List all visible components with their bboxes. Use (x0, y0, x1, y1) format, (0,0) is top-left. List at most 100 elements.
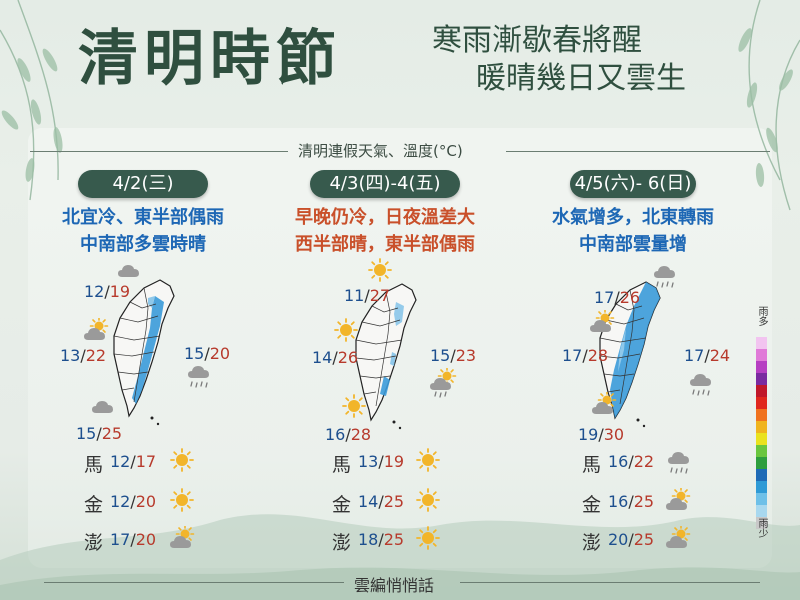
temp-min: 15 (430, 346, 451, 365)
temp-max: 26 (619, 288, 641, 307)
section-rule-right (506, 151, 770, 152)
rain-icon (666, 448, 692, 480)
city-temp-central: 13/22 (60, 346, 106, 365)
partly-cloudy-icon (666, 486, 694, 516)
summary-line2: 中南部雲量增 (579, 234, 687, 255)
island-temp: 16/25 (608, 492, 654, 511)
legend-color-band (756, 385, 767, 397)
temp-separator: / (104, 282, 110, 301)
city-temp-east: 15/20 (184, 344, 230, 363)
summary-line1: 水氣增多，北東轉雨 (552, 207, 714, 228)
island-name: 金 (582, 494, 602, 516)
taiwan-map-2 (350, 282, 420, 436)
temp-separator: / (614, 288, 620, 307)
temp-min: 19 (578, 425, 599, 444)
rain-icon (186, 362, 212, 394)
temp-min: 16 (608, 452, 629, 471)
island-temp: 12/20 (110, 492, 156, 511)
temp-separator: / (332, 348, 338, 367)
temp-min: 17 (110, 530, 131, 549)
partly-cloudy-icon (590, 308, 618, 338)
temp-separator: / (130, 492, 136, 511)
date-pill-1: 4/2(三) (78, 170, 208, 198)
page-subtitle: 寒雨漸歇春將醒 暖晴幾日又雲生 (432, 22, 686, 98)
island-name: 金 (332, 494, 352, 516)
temp-max: 30 (603, 425, 625, 444)
temp-separator: / (80, 346, 86, 365)
temp-separator: / (450, 346, 456, 365)
city-temp-north: 17/26 (594, 288, 640, 307)
temp-max: 20 (135, 492, 157, 511)
temp-separator: / (704, 346, 710, 365)
summary-line2: 中南部多雲時晴 (80, 234, 206, 255)
island-temp: 16/22 (608, 452, 654, 471)
temp-min: 16 (325, 425, 346, 444)
temp-max: 27 (369, 286, 391, 305)
cloudy-icon (90, 398, 116, 420)
sunny-icon (170, 488, 194, 516)
forecast-summary-1: 北宜冷、東半部偶雨 中南部多雲時晴 (33, 204, 253, 258)
temp-min: 12 (110, 452, 131, 471)
city-temp-north: 11/27 (344, 286, 390, 305)
island-temp: 13/19 (358, 452, 404, 471)
city-temp-east: 15/23 (430, 346, 476, 365)
subtitle-line1: 寒雨漸歇春將醒 (432, 23, 642, 58)
temp-max: 25 (383, 492, 405, 511)
footer-rule-left (44, 582, 344, 583)
legend-color-band (756, 445, 767, 457)
date-pill-3: 4/5(六)- 6(日) (570, 170, 696, 198)
temp-min: 16 (608, 492, 629, 511)
partly-cloudy-icon (666, 524, 694, 554)
temp-max: 22 (633, 452, 655, 471)
forecast-summary-3: 水氣增多，北東轉雨 中南部雲量增 (523, 204, 743, 258)
footer-text: 雲編悄悄話 (354, 576, 435, 595)
temp-separator: / (378, 492, 384, 511)
island-temp: 20/25 (608, 530, 654, 549)
temp-separator: / (364, 286, 370, 305)
sunny-icon (368, 258, 392, 286)
city-temp-south: 16/28 (325, 425, 371, 444)
temp-max: 23 (455, 346, 477, 365)
temp-max: 28 (587, 346, 609, 365)
island-name: 馬 (582, 454, 602, 476)
temp-separator: / (96, 424, 102, 443)
temp-separator: / (628, 530, 634, 549)
temp-max: 22 (85, 346, 107, 365)
partly-cloudy-icon (592, 390, 620, 420)
section-title: 清明連假天氣、溫度(°C) (298, 142, 463, 160)
temp-min: 11 (344, 286, 365, 305)
island-name: 金 (84, 494, 104, 516)
island-temp: 17/20 (110, 530, 156, 549)
legend-color-band (756, 517, 767, 529)
city-temp-south: 15/25 (76, 424, 122, 443)
temp-min: 15 (76, 424, 97, 443)
temp-max: 20 (209, 344, 231, 363)
legend-color-band (756, 349, 767, 361)
section-rule-left (30, 151, 288, 152)
temp-min: 18 (358, 530, 379, 549)
legend-color-band (756, 337, 767, 349)
summary-line1: 早晚仍冷，日夜溫差大 (295, 207, 475, 228)
temp-max: 24 (709, 346, 731, 365)
rain-icon (652, 262, 678, 294)
temp-min: 13 (60, 346, 81, 365)
legend-bottom-label: 雨少 (756, 518, 767, 538)
footer-rule-right (460, 582, 760, 583)
temp-max: 25 (633, 530, 655, 549)
legend-color-band (756, 505, 767, 517)
temp-separator: / (598, 425, 604, 444)
temp-min: 14 (358, 492, 379, 511)
partly-cloudy-icon (170, 524, 198, 554)
legend-color-band (756, 421, 767, 433)
temp-separator: / (345, 425, 351, 444)
summary-line2: 西半部晴，東半部偶雨 (295, 234, 475, 255)
sunny-icon (170, 448, 194, 476)
island-name: 馬 (84, 454, 104, 476)
temp-min: 15 (184, 344, 205, 363)
temp-separator: / (628, 452, 634, 471)
temp-min: 13 (358, 452, 379, 471)
sunny-icon (416, 488, 440, 516)
temp-max: 20 (135, 530, 157, 549)
temp-min: 20 (608, 530, 629, 549)
legend-color-band (756, 457, 767, 469)
